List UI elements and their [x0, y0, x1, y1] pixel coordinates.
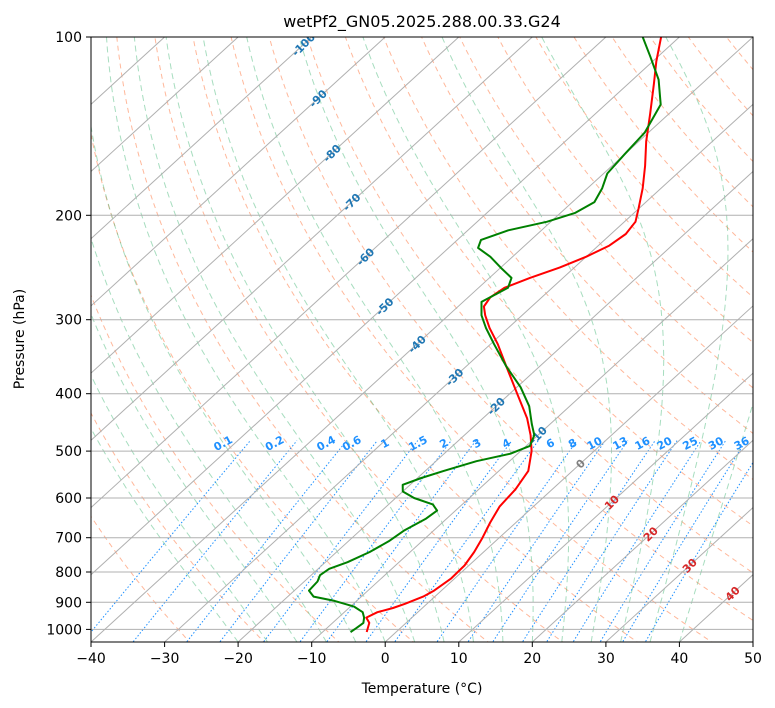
x-tick-label: 0: [381, 651, 390, 667]
mixing-ratio-line: [599, 440, 727, 642]
isotherm-line: [91, 37, 239, 173]
isotherm-line: [458, 372, 753, 642]
mixing-ratio-line: [299, 440, 452, 642]
x-tick-label: −30: [150, 651, 180, 667]
mixing-ratio-line: [436, 440, 578, 642]
mixing-ratio-line: [546, 440, 678, 642]
x-tick-label: 10: [450, 651, 468, 667]
isotherm-line: [237, 170, 753, 642]
isotherm-line: [91, 37, 680, 576]
moist-adiabat-line: [91, 236, 327, 642]
x-tick-label: 40: [670, 651, 688, 667]
dry-adiabat-line: [344, 37, 753, 527]
dry-adiabat-line: [382, 37, 753, 481]
moist-adiabat-line: [91, 427, 239, 642]
mixing-ratio-label: 13: [611, 434, 631, 453]
x-tick-label: 50: [744, 651, 762, 667]
moist-adiabat-line: [298, 37, 534, 642]
mixing-ratio-line: [521, 440, 656, 642]
mixing-ratio-label: 36: [732, 434, 752, 453]
y-tick-label: 1000: [46, 622, 82, 638]
mixing-ratio-label: 25: [680, 434, 700, 453]
moist-adiabat-line: [362, 37, 570, 642]
grid-lines: [91, 37, 753, 642]
chart-title: wetPf2_GN05.2025.288.00.33.G24: [283, 12, 561, 32]
y-tick-label: 600: [55, 491, 82, 507]
x-tick-label: 30: [597, 651, 615, 667]
x-tick-label: 20: [523, 651, 541, 667]
moist-adiabat-line: [91, 374, 268, 642]
x-axis-label: Temperature (°C): [361, 681, 483, 697]
moist-adiabat-line: [541, 37, 665, 642]
dry-adiabat-line: [154, 37, 564, 642]
mixing-ratio-line: [492, 440, 629, 642]
moist-adiabat-line: [91, 123, 357, 642]
mixing-ratio-line: [365, 440, 513, 642]
mixing-ratio-line: [467, 440, 606, 642]
mixing-ratio-labels: 0.1 0.2 0.4 0.6 1 1.5 2 3 4 6 8 10 13 16 20 25 30 36: [212, 433, 752, 454]
y-tick-label: 800: [55, 565, 82, 581]
dry-adiabat-line: [459, 37, 753, 389]
mixing-ratio-line: [622, 440, 747, 642]
dry-adiabat-line: [497, 37, 753, 344]
y-tick-label: 300: [55, 313, 82, 329]
mixing-ratio-line: [644, 461, 753, 642]
mixing-ratio-line: [326, 440, 477, 642]
dry-adiabat-line: [91, 293, 340, 642]
y-tick-label: 400: [55, 387, 82, 403]
x-tick-label: −10: [297, 651, 327, 667]
isotherm-line: [91, 37, 460, 374]
profile-series: [308, 37, 663, 633]
y-tick-label: 500: [55, 444, 82, 460]
y-tick-label: 200: [55, 208, 82, 224]
mixing-ratio-line: [185, 440, 348, 642]
isotherm-line: [384, 305, 753, 642]
y-axis-label: Pressure (hPa): [12, 289, 28, 389]
mixing-ratio-line: [262, 440, 419, 642]
mixing-ratio-line: [91, 440, 251, 633]
dry-adiabat-line: [306, 37, 753, 574]
y-tick-label: 700: [55, 531, 82, 547]
isotherm-line: [311, 238, 753, 642]
axis-ticks: −40 −30 −20 −10 0 10 20 30 40 50 100 200 300 400 500 60…: [46, 30, 762, 667]
plot-frame: [90, 36, 754, 643]
x-tick-label: −20: [223, 651, 253, 667]
moist-adiabat-line: [649, 37, 729, 642]
moist-adiabat-line: [91, 312, 298, 642]
background-lines: [91, 37, 753, 642]
isotherm-line: [531, 439, 753, 642]
y-tick-label: 100: [55, 30, 82, 46]
mixing-ratio-line: [132, 440, 298, 642]
moist-adiabat-line: [202, 37, 474, 642]
isotherm-line: [91, 37, 533, 441]
dry-adiabat-line: [268, 37, 753, 622]
isotherm-line: [91, 37, 607, 509]
isotherm-line: [91, 37, 753, 642]
moist-adiabat-line: [165, 37, 445, 642]
dry-adiabat-line: [192, 37, 639, 642]
mixing-ratio-label: 30: [706, 434, 726, 453]
mixing-ratio-label: 16: [633, 434, 653, 453]
mixing-ratio-label: 20: [655, 434, 675, 453]
moist-adiabat-line: [441, 37, 612, 642]
isotherm-line: [91, 37, 386, 307]
dewpoint-profile-line: [308, 37, 662, 633]
isotherm-line: [605, 506, 753, 642]
moist-adiabat-line: [246, 37, 504, 642]
moist-adiabat-line: [106, 37, 386, 642]
isotherm-line: [91, 37, 313, 240]
mixing-ratio-label: 10: [585, 434, 605, 453]
mixing-ratio-line: [572, 440, 702, 642]
x-tick-label: −40: [76, 651, 106, 667]
y-tick-label: 900: [55, 595, 82, 611]
moist-adiabat-line: [678, 401, 753, 642]
